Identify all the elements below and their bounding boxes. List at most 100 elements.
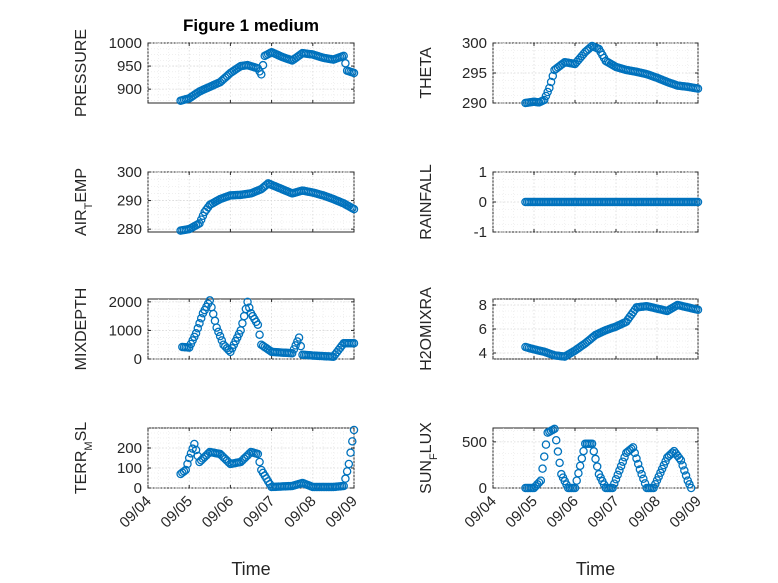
data-point <box>257 70 266 79</box>
y-tick-label: 1000 <box>109 322 142 339</box>
data-point <box>253 449 263 459</box>
figure-title: Figure 1 medium <box>183 16 319 35</box>
data-markers <box>521 300 703 361</box>
data-point <box>344 459 354 469</box>
data-point <box>610 479 619 488</box>
y-axis-label: H2OMIXRA <box>418 287 435 371</box>
y-tick-label: 6 <box>479 321 487 338</box>
data-point <box>639 474 648 484</box>
x-tick-label: 09/08 <box>281 493 320 532</box>
data-point <box>348 437 357 446</box>
y-axis-label: SUNFLUX <box>418 422 440 494</box>
data-point <box>541 91 551 101</box>
data-point <box>255 330 264 339</box>
data-markers <box>521 424 696 493</box>
data-point <box>553 447 563 456</box>
data-point <box>184 453 194 463</box>
data-point <box>616 461 626 471</box>
data-point <box>628 443 638 452</box>
data-point <box>676 456 686 465</box>
data-point <box>291 341 300 350</box>
y-tick-label: 0 <box>134 480 142 497</box>
data-point <box>630 448 640 458</box>
data-point <box>657 464 667 474</box>
data-point <box>349 425 359 435</box>
y-axis-label: THETA <box>418 47 435 99</box>
data-point <box>693 84 703 93</box>
data-point <box>190 439 199 449</box>
y-tick-label: 900 <box>117 81 142 98</box>
data-point <box>287 349 297 358</box>
data-point <box>541 440 551 449</box>
data-point <box>589 447 599 456</box>
data-point <box>294 333 304 342</box>
axes-6: 4 6 8 H2OMIXRA <box>418 287 703 371</box>
data-point <box>674 453 684 463</box>
data-markers <box>176 425 359 492</box>
data-point <box>551 435 561 445</box>
data-point <box>615 466 624 475</box>
data-point <box>349 204 359 214</box>
data-point <box>538 464 547 473</box>
data-markers <box>176 47 359 105</box>
y-axis-label: RAINFALL <box>418 164 435 240</box>
x-tick-label: 09/07 <box>584 493 623 532</box>
y-tick-label: 8 <box>479 297 487 314</box>
data-point <box>680 466 689 475</box>
x-tick-label: 09/09 <box>322 493 361 532</box>
data-point <box>543 87 552 97</box>
data-point <box>191 329 201 338</box>
axes-2: 290 295 300 THETA <box>418 35 703 112</box>
data-point <box>258 60 268 70</box>
y-tick-label: 1 <box>479 164 487 181</box>
y-tick-label: 300 <box>117 164 142 181</box>
data-point <box>652 476 662 485</box>
y-tick-label: 2000 <box>109 294 142 311</box>
data-point <box>635 465 645 474</box>
data-point <box>611 474 621 484</box>
x-tick-label: 09/04 <box>461 493 500 532</box>
x-tick-label: 09/08 <box>625 493 664 532</box>
data-point <box>654 472 663 481</box>
axes-5: 0 1000 2000 MIXDEPTH <box>73 288 359 371</box>
data-point <box>191 445 201 455</box>
data-point <box>349 339 359 348</box>
y-tick-label: 300 <box>462 35 487 52</box>
data-markers <box>521 41 703 108</box>
y-tick-label: 950 <box>117 58 142 75</box>
x-tick-label: 09/07 <box>240 493 279 532</box>
y-tick-label: 0 <box>479 480 487 497</box>
x-axis-label: Time <box>576 559 615 579</box>
axes-4: -1 0 1 RAINFALL <box>418 164 703 241</box>
x-tick-label: 09/05 <box>157 493 196 532</box>
x-axis-label: Time <box>231 559 270 579</box>
data-point <box>546 77 556 87</box>
data-point <box>637 469 646 479</box>
data-markers <box>521 197 703 207</box>
y-axis-label: MIXDEPTH <box>73 288 90 371</box>
data-point <box>592 462 602 471</box>
data-point <box>618 457 628 466</box>
y-tick-label: 0 <box>134 351 142 368</box>
y-tick-label: 4 <box>479 345 487 362</box>
data-point <box>632 454 641 463</box>
data-point <box>193 324 203 333</box>
y-tick-label: 280 <box>117 221 142 238</box>
data-point <box>633 459 643 469</box>
data-point <box>613 470 622 480</box>
y-tick-label: 500 <box>462 434 487 451</box>
y-tick-label: 200 <box>117 440 142 457</box>
data-point <box>195 319 204 328</box>
y-tick-label: 0 <box>479 194 487 211</box>
data-point <box>215 331 225 341</box>
data-point <box>181 465 191 475</box>
data-markers <box>178 296 359 361</box>
data-point <box>349 68 359 78</box>
data-point <box>656 468 665 478</box>
y-tick-label: 290 <box>462 95 487 112</box>
y-axis-label: TERRMSL <box>73 422 95 494</box>
data-point <box>540 95 549 105</box>
x-tick-label: 09/06 <box>543 493 582 532</box>
data-point <box>545 83 554 93</box>
